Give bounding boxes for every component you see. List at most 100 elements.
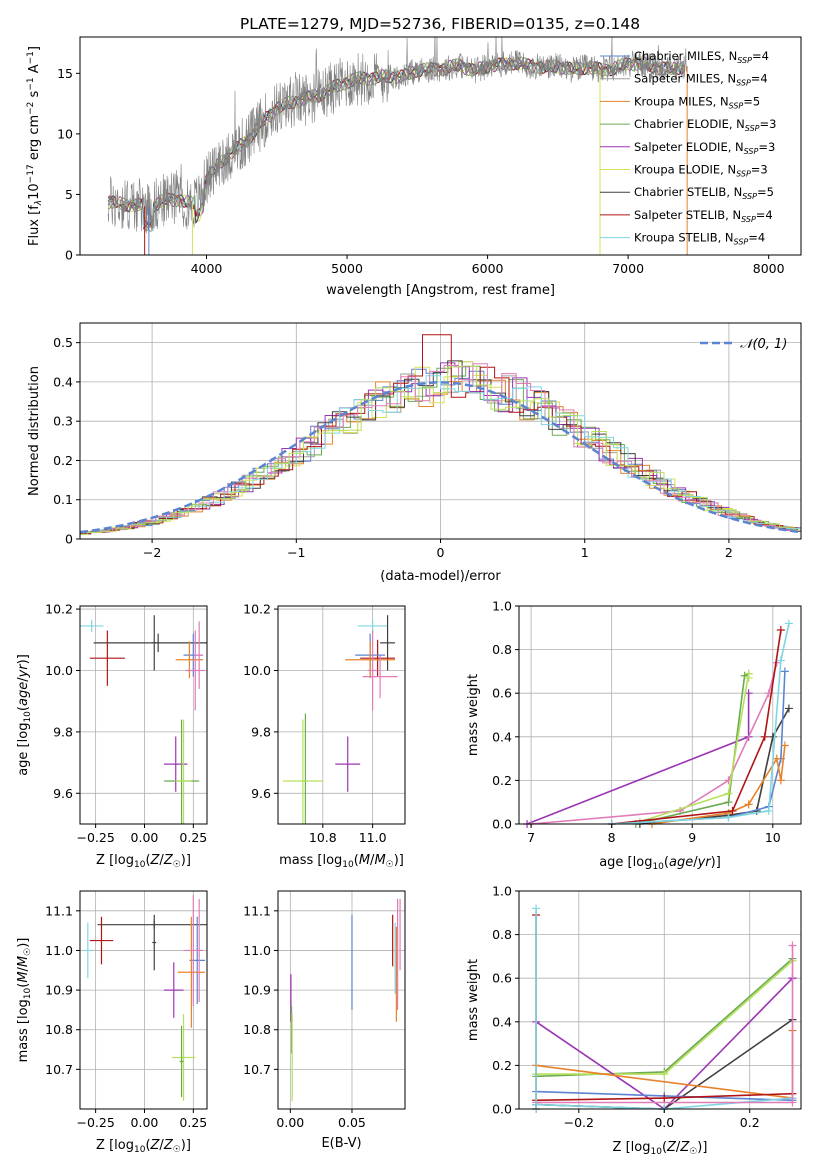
label-part: / [370,853,375,868]
y-tick-label: 10.9 [45,983,73,998]
y-tick-label: 11.0 [243,943,271,958]
y-tick-label: 0.2 [492,1058,512,1073]
series-line [639,673,750,823]
label-part: / [159,853,164,868]
label-part: s [27,90,42,101]
series-marker [724,789,733,798]
series-marker [784,704,793,713]
label-part: 10 [134,1145,146,1155]
gaussian-curve [80,381,801,534]
series-marker [764,806,773,815]
legend-sub: SSP [741,215,756,224]
label-part: mass [log [16,999,31,1062]
series-marker [776,656,785,665]
label-part: age [16,682,31,706]
x-tick-label: −1 [287,545,305,560]
y-tick-label: 0.0 [492,817,512,832]
x-axis-label: age [log10(age/yr)] [599,855,721,872]
x-tick-label: 0.25 [179,1115,207,1130]
label-part: )] [181,853,191,868]
y-tick-label: 10 [57,126,73,141]
panel-residuals: −2 −1 0 1 2 0 0.1 0.2 0.3 0.4 0.5 (data-model)/erro… [27,322,802,584]
histogram-step [80,363,801,536]
x-tick-label: 0 [437,545,445,560]
y-tick-label: 0.2 [492,773,512,788]
errorbars [282,615,398,824]
histogram-step [80,334,801,535]
legend-label: Chabrier STELIB, NSSP=5 [634,185,774,201]
legend-label: Salpeter MILES, NSSP=4 [634,72,768,88]
axes-frame [79,36,802,256]
y-tick-label: 15 [57,66,73,81]
histogram-step [80,365,801,535]
y-axis-label: age [log10(age/yr)] [16,654,33,776]
x-tick-label: 0.25 [179,830,207,845]
chart-title: PLATE=1279, MJD=52736, FIBERID=0135, z=0… [240,15,640,33]
label-part: M [374,853,385,868]
x-tick-label: 0.2 [740,1115,760,1130]
label-part: )] [394,853,404,868]
y-tick-label: 10.2 [45,602,73,617]
label-part: yr [697,855,713,870]
legend-prefix: Chabrier STELIB, N [634,185,742,199]
y-tick-label: 0 [65,532,73,547]
x-tick-label: 0.00 [131,1115,159,1130]
label-part: )] [16,654,31,664]
x-tick-label: 1 [581,545,589,560]
label-part: erg cm [27,115,42,164]
series-marker [784,619,793,628]
label-part: M [359,853,370,868]
x-tick-label: 7000 [612,261,644,276]
series-line [611,629,782,825]
series-marker [780,741,789,750]
label-part: 10 [23,711,33,723]
series-marker [740,671,749,680]
label-part: ( [664,855,669,870]
x-tick-label: 10 [765,830,781,845]
label-part: )] [697,1140,707,1155]
y-tick-label: 0.4 [492,729,512,744]
y-tick-label: 10.8 [45,1022,73,1037]
label-part: / [676,1140,681,1155]
y-tick-label: 0.6 [492,686,512,701]
label-part: ☉ [173,1145,181,1155]
x-tick-label: 4000 [191,261,223,276]
y-axis-label: Normed distribution [27,366,42,496]
y-tick-label: 0.8 [492,642,512,657]
axes-frame [277,605,406,825]
x-tick-label: 0.00 [131,830,159,845]
legend-suffix: =3 [751,163,768,177]
y-tick-label: 1.0 [492,599,512,614]
label-part: ☉ [386,860,394,870]
x-tick-label: 8000 [753,261,785,276]
label-part: M [16,971,31,982]
label-part: Z [163,1138,174,1153]
label-part: 10 [27,183,42,200]
series-marker [776,625,785,634]
x-axis-label: E(B-V) [321,1136,361,1151]
legend-prefix: Salpeter ELODIE, N [634,140,744,154]
label-part: −1 [26,51,36,64]
y-tick-label: 10.0 [45,663,73,678]
series-marker [744,800,753,809]
x-tick-label: 0.00 [276,1115,304,1130]
legend-suffix: =4 [756,208,773,222]
legend-suffix: =4 [752,49,769,63]
x-tick-label: 8 [608,830,616,845]
y-tick-label: 10.2 [243,602,271,617]
label-part: Flux [f [27,205,42,246]
legend-label: Salpeter STELIB, NSSP=4 [634,208,773,224]
axes-frame [79,890,208,1110]
x-tick-label: 5000 [331,261,363,276]
x-tick-label: −0.2 [564,1115,594,1130]
x-tick-label: 9 [688,830,696,845]
legend-sub: SSP [737,56,752,65]
series-marker [788,941,797,950]
legend-sub: SSP [744,147,759,156]
label-part: Z [log [96,853,134,868]
legend-sub: SSP [734,238,749,247]
legend-suffix: =5 [743,94,760,108]
x-tick-label: 0.05 [338,1115,366,1130]
label-part: / [16,966,31,971]
